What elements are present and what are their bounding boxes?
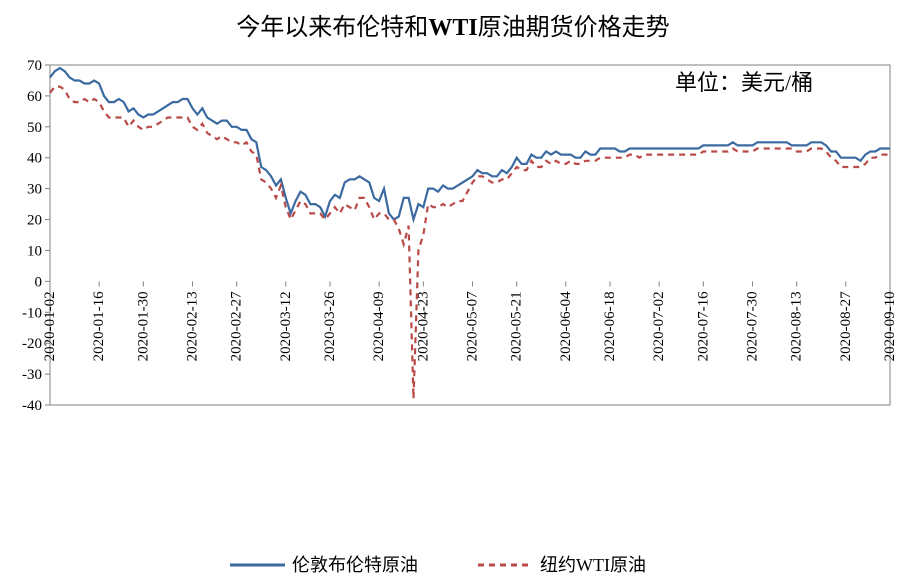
svg-text:20: 20 [27,213,42,229]
svg-text:2020-03-12: 2020-03-12 [278,291,294,361]
svg-text:2020-01-30: 2020-01-30 [135,291,151,361]
svg-text:2020-02-13: 2020-02-13 [184,291,200,361]
svg-text:10: 10 [27,243,42,259]
svg-text:2020-04-23: 2020-04-23 [415,291,431,361]
svg-text:-40: -40 [22,398,42,414]
svg-text:2020-09-10: 2020-09-10 [882,291,898,361]
svg-text:50: 50 [27,120,42,136]
svg-text:0: 0 [35,274,43,290]
svg-text:2020-02-27: 2020-02-27 [229,291,245,361]
svg-text:-30: -30 [22,367,42,383]
svg-text:2020-05-21: 2020-05-21 [509,291,525,361]
svg-text:30: 30 [27,182,42,198]
svg-text:2020-03-26: 2020-03-26 [322,291,338,361]
svg-text:伦敦布伦特原油: 伦敦布伦特原油 [292,555,418,575]
svg-text:2020-01-02: 2020-01-02 [42,291,58,361]
svg-text:2020-08-27: 2020-08-27 [838,291,854,361]
svg-text:40: 40 [27,151,42,167]
svg-text:-10: -10 [22,305,42,321]
svg-text:2020-07-16: 2020-07-16 [695,291,711,361]
svg-text:2020-06-04: 2020-06-04 [558,291,574,361]
oil-price-chart: 今年以来布伦特和WTI原油期货价格走势 单位：美元/桶 -40 -30 -20 -10… [0,0,907,580]
svg-text:70: 70 [27,58,42,74]
svg-text:2020-07-30: 2020-07-30 [744,291,760,361]
svg-text:2020-08-13: 2020-08-13 [789,291,805,361]
svg-text:60: 60 [27,89,42,105]
svg-text:2020-01-16: 2020-01-16 [91,291,107,361]
svg-text:2020-06-18: 2020-06-18 [602,291,618,361]
chart-title: 今年以来布伦特和WTI原油期货价格走势 [236,14,669,41]
svg-text:2020-07-02: 2020-07-02 [651,291,667,361]
svg-text:纽约WTI原油: 纽约WTI原油 [540,555,646,575]
unit-label: 单位：美元/桶 [675,70,813,95]
legend: 伦敦布伦特原油 纽约WTI原油 [230,555,646,575]
svg-text:2020-05-07: 2020-05-07 [464,291,480,361]
svg-text:2020-04-09: 2020-04-09 [371,291,387,361]
svg-text:-20: -20 [22,336,42,352]
x-axis: 2020-01-02 2020-01-16 2020-01-30 2020-02-13… [42,281,898,361]
